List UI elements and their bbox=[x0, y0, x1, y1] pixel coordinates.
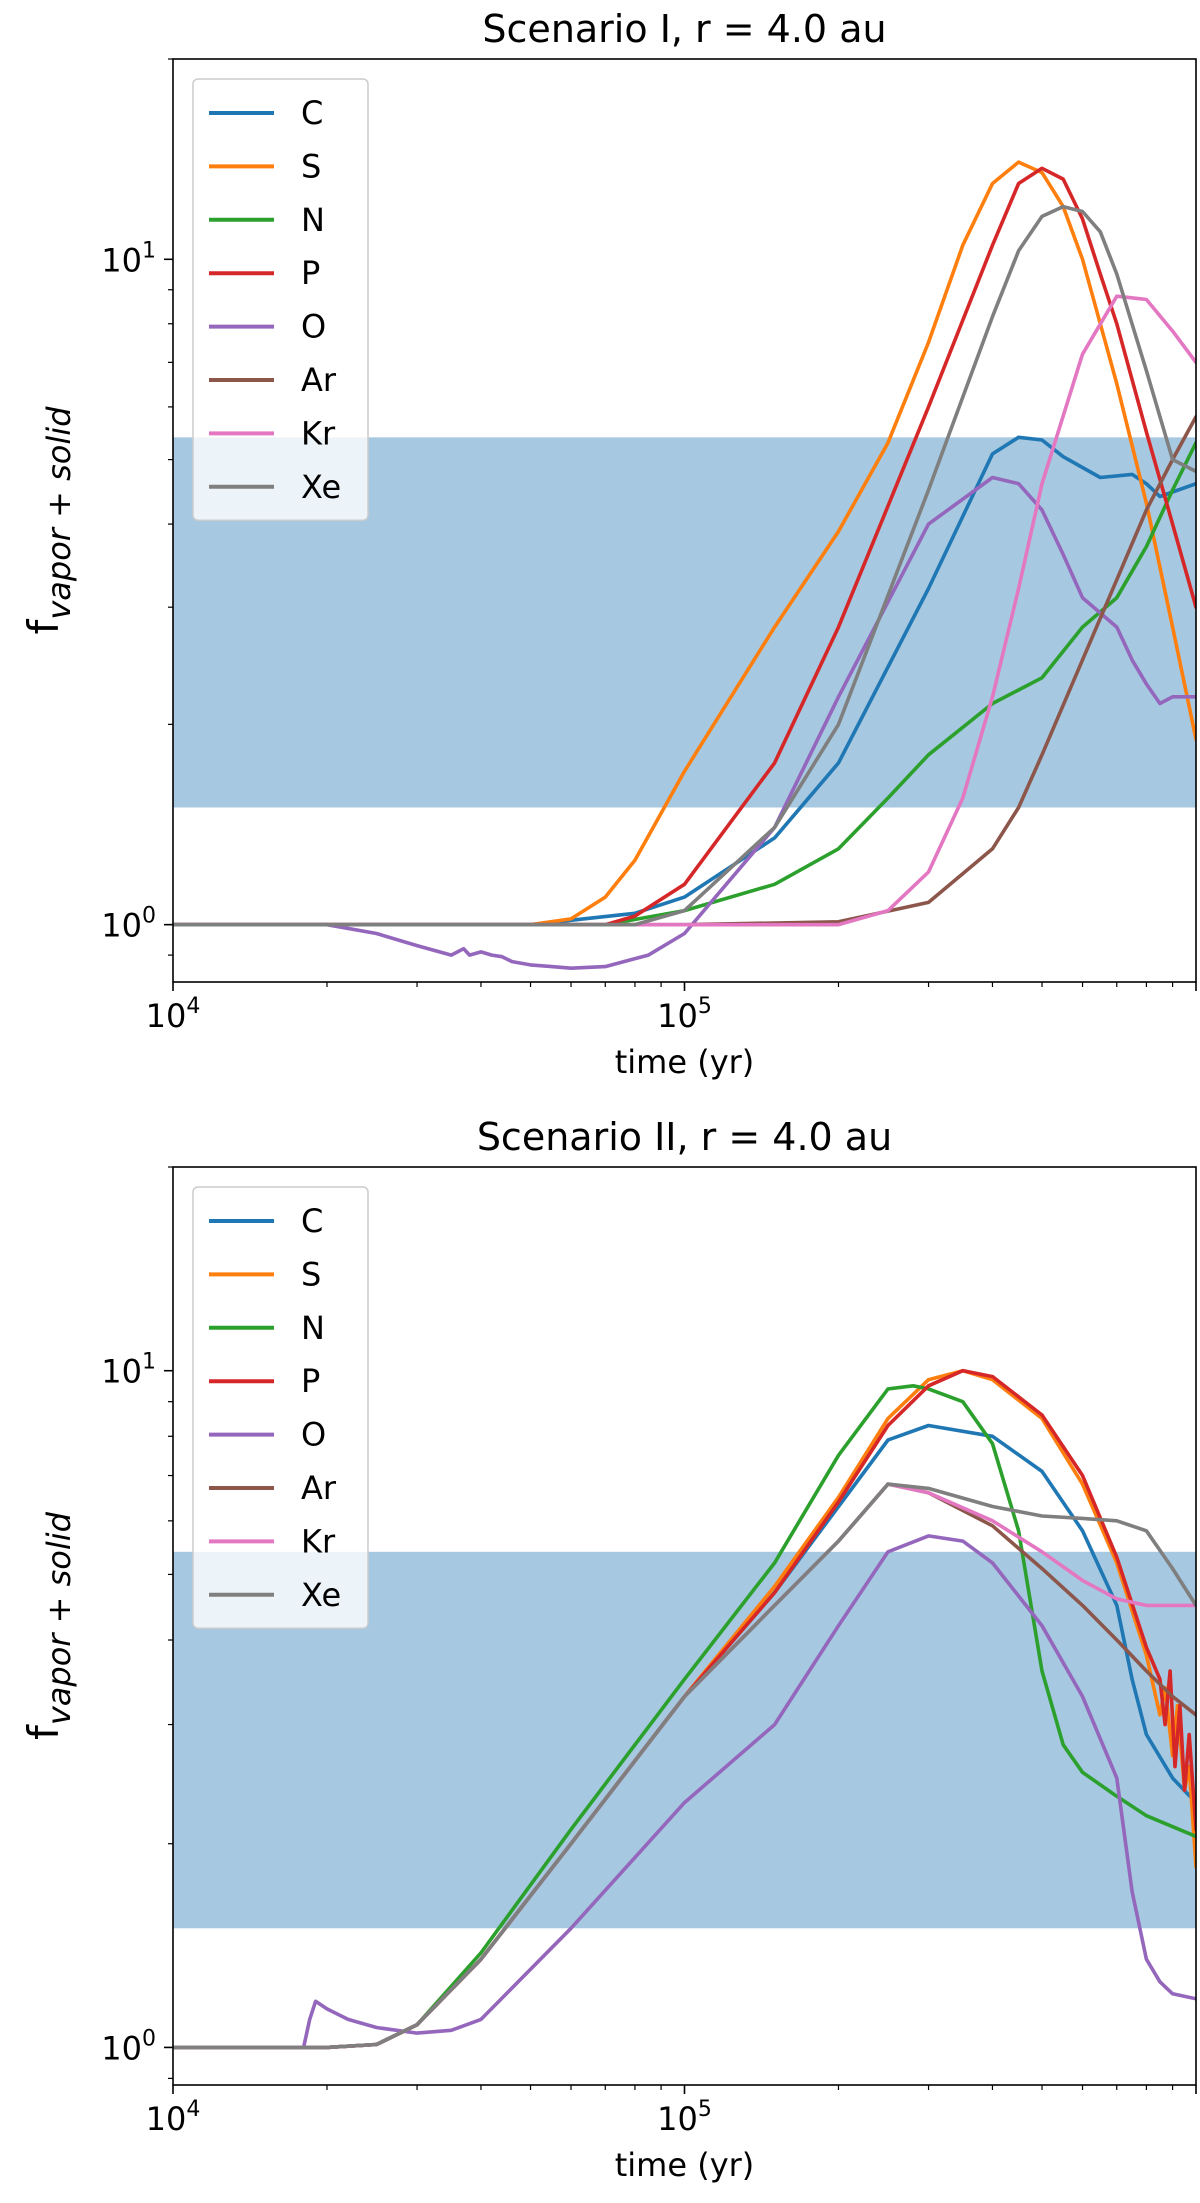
series-line-o bbox=[173, 1534, 1196, 2050]
legend-label-p: P bbox=[301, 254, 320, 292]
legend-label-s: S bbox=[301, 1255, 321, 1293]
legend-label-c: C bbox=[301, 1202, 323, 1240]
series-line-kr bbox=[173, 294, 1196, 927]
legend-label-o: O bbox=[301, 308, 326, 346]
y-axis-label: fvapor + solid bbox=[19, 406, 78, 635]
legend-label-kr: Kr bbox=[301, 414, 336, 452]
legend-label-c: C bbox=[301, 94, 323, 132]
series-group bbox=[173, 1368, 1196, 2050]
legend-label-xe: Xe bbox=[301, 468, 341, 506]
series-line-xe bbox=[173, 1482, 1196, 2050]
x-tick-label: 105 bbox=[657, 994, 712, 1035]
chart-title: Scenario II, r = 4.0 au bbox=[477, 1115, 892, 1159]
x-axis-label: time (yr) bbox=[615, 2146, 755, 2184]
series-group bbox=[173, 160, 1196, 970]
y-tick-label: 100 bbox=[101, 904, 156, 945]
panel-scenario-1: 104 105 100 101 Scenario I, r = 4.0 au time (… bbox=[19, 7, 1197, 1081]
x-axis-label: time (yr) bbox=[615, 1043, 755, 1081]
legend-label-n: N bbox=[301, 1309, 325, 1347]
legend-label-s: S bbox=[301, 147, 321, 185]
x-tick-label: 104 bbox=[146, 994, 201, 1035]
legend-box bbox=[192, 78, 369, 521]
legend-label-kr: Kr bbox=[301, 1522, 336, 1560]
legend-label-xe: Xe bbox=[301, 1576, 341, 1614]
chart-title: Scenario I, r = 4.0 au bbox=[482, 7, 886, 51]
series-line-ar bbox=[173, 414, 1196, 927]
series-line-n bbox=[173, 440, 1196, 927]
legend-label-o: O bbox=[301, 1416, 326, 1454]
y-tick-label: 100 bbox=[101, 2026, 156, 2067]
legend-box bbox=[192, 1186, 369, 1629]
y-tick-label: 101 bbox=[101, 1350, 156, 1391]
y-axis-label: fvapor + solid bbox=[19, 1511, 78, 1740]
legend-label-ar: Ar bbox=[301, 361, 337, 399]
series-line-o bbox=[173, 475, 1196, 970]
panel-scenario-2: 104 105 100 101 Scenario II, r = 4.0 au time … bbox=[19, 1115, 1197, 2184]
x-tick-label: 104 bbox=[146, 2097, 201, 2138]
series-line-xe bbox=[173, 204, 1196, 927]
series-line-p bbox=[173, 166, 1196, 927]
legend-label-ar: Ar bbox=[301, 1469, 337, 1507]
series-line-s bbox=[173, 160, 1196, 927]
legend-label-p: P bbox=[301, 1362, 320, 1400]
y-tick-label: 101 bbox=[101, 238, 156, 279]
x-tick-label: 105 bbox=[657, 2097, 712, 2138]
legend-label-n: N bbox=[301, 201, 325, 239]
